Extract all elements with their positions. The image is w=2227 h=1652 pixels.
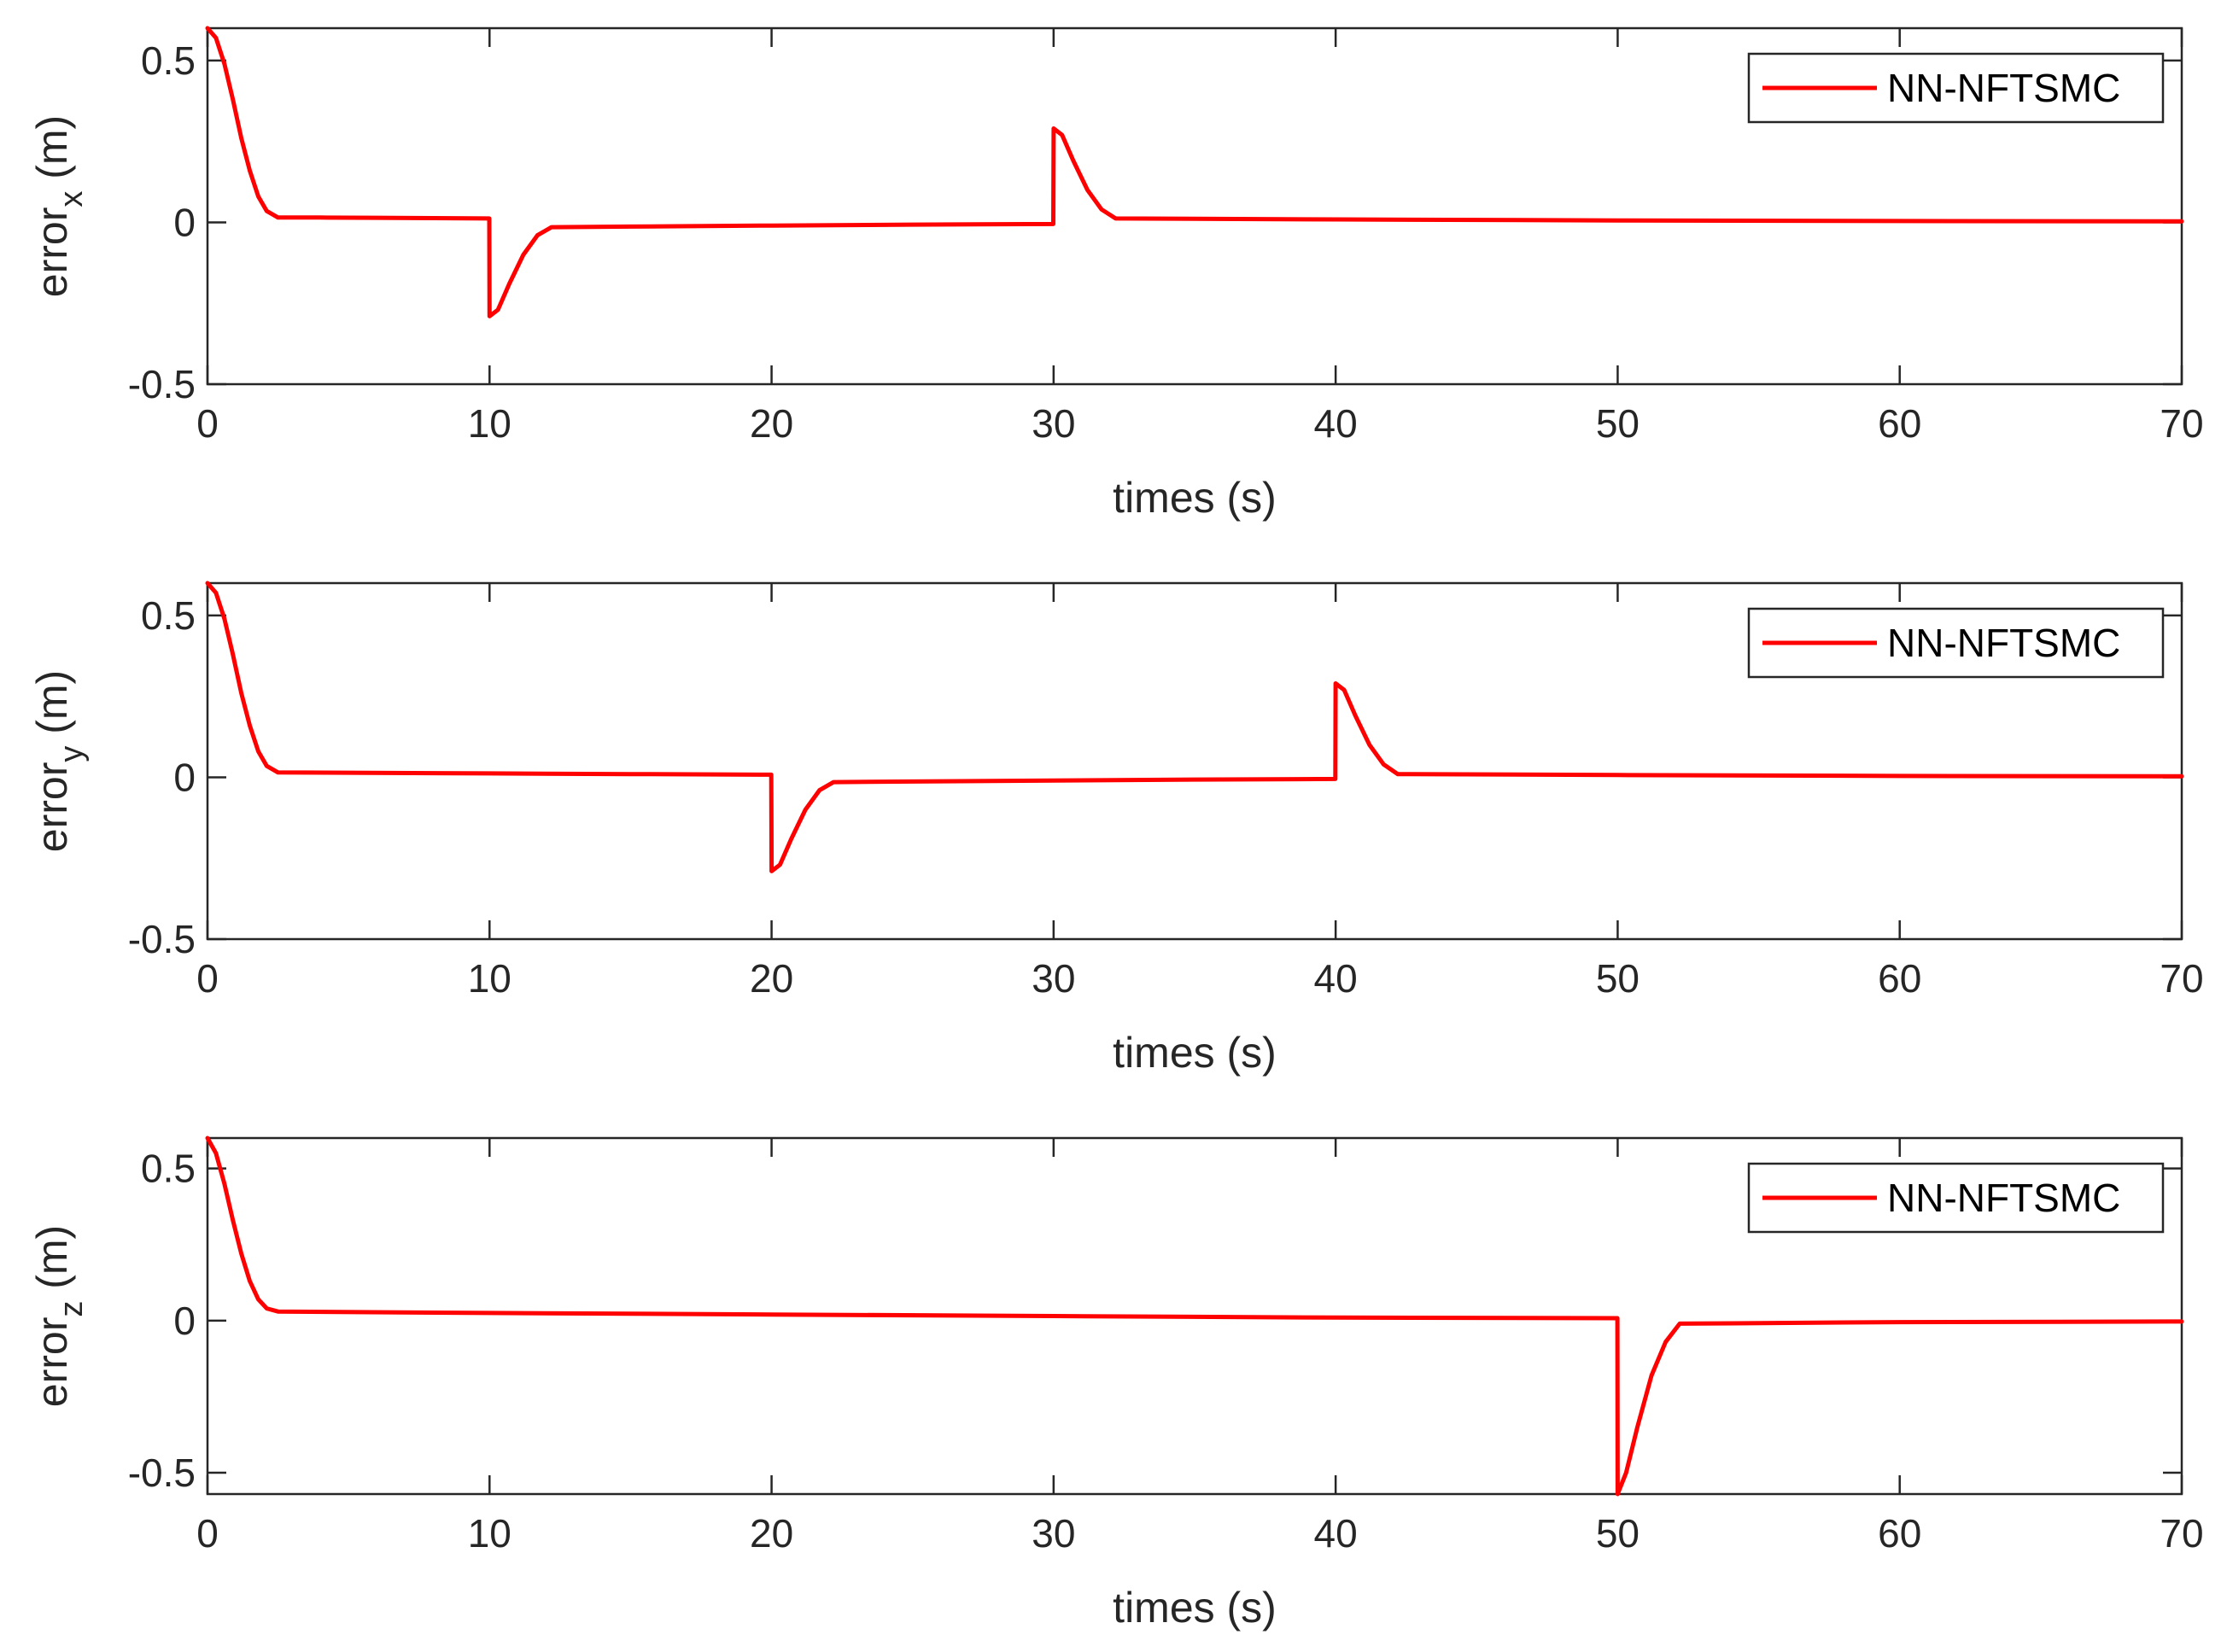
legend: NN-NFTSMC — [1747, 1162, 2165, 1234]
y-tick-label: 0 — [173, 755, 196, 799]
x-tick-label: 50 — [1596, 956, 1640, 1001]
x-axis-label: times (s) — [1113, 1584, 1277, 1632]
x-tick-label: 30 — [1032, 1511, 1075, 1556]
y-axis-label-unit: (m) — [28, 670, 76, 746]
y-axis-label: errory (m) — [28, 670, 90, 852]
legend: NN-NFTSMC — [1747, 52, 2165, 124]
y-axis-label: errorz (m) — [28, 1225, 90, 1407]
y-axis-label-unit: (m) — [28, 115, 76, 191]
x-tick-label: 70 — [2160, 401, 2203, 446]
y-tick-label: 0 — [173, 200, 196, 244]
y-axis-label-base: error — [28, 1317, 76, 1408]
x-tick-label: 70 — [2160, 956, 2203, 1001]
series-line-nn-nftsmc — [205, 581, 2184, 873]
x-tick-label: 10 — [468, 1511, 511, 1556]
y-axis-label-subscript: y — [54, 746, 90, 762]
y-tick-label: 0 — [173, 1299, 196, 1343]
legend-box — [1747, 52, 2165, 124]
y-tick-label: -0.5 — [128, 917, 196, 961]
x-tick-label: 10 — [468, 956, 511, 1001]
y-tick-label: 0.5 — [141, 38, 196, 83]
series-line-nn-nftsmc — [205, 1135, 2184, 1497]
x-tick-label: 20 — [750, 956, 793, 1001]
x-tick-label: 60 — [1878, 401, 1921, 446]
y-axis-label-subscript: z — [54, 1301, 90, 1317]
y-axis-label-subscript: x — [54, 191, 90, 207]
x-tick-label: 20 — [750, 401, 793, 446]
x-tick-label: 60 — [1878, 1511, 1921, 1556]
x-tick-label: 60 — [1878, 956, 1921, 1001]
x-tick-label: 0 — [196, 956, 219, 1001]
x-tick-label: 40 — [1314, 1511, 1358, 1556]
x-axis-label: times (s) — [1113, 474, 1277, 522]
y-tick-label: -0.5 — [128, 1451, 196, 1495]
y-axis-label: errorx (m) — [28, 115, 90, 297]
y-tick-label: 0.5 — [141, 1147, 196, 1191]
legend-label: NN-NFTSMC — [1887, 1176, 2120, 1220]
x-tick-label: 40 — [1314, 956, 1358, 1001]
x-tick-label: 0 — [196, 401, 219, 446]
legend-label: NN-NFTSMC — [1887, 66, 2120, 110]
series-line-nn-nftsmc — [205, 26, 2184, 318]
legend-label: NN-NFTSMC — [1887, 621, 2120, 665]
x-tick-label: 20 — [750, 1511, 793, 1556]
x-tick-label: 50 — [1596, 401, 1640, 446]
y-axis-label-base: error — [28, 762, 76, 853]
x-tick-label: 70 — [2160, 1511, 2203, 1556]
legend: NN-NFTSMC — [1747, 607, 2165, 679]
y-axis-label-unit: (m) — [28, 1225, 76, 1301]
y-tick-label: -0.5 — [128, 362, 196, 406]
y-axis-label-base: error — [28, 207, 76, 298]
x-tick-label: 10 — [468, 401, 511, 446]
y-tick-label: 0.5 — [141, 593, 196, 638]
x-tick-label: 30 — [1032, 401, 1075, 446]
x-axis-label: times (s) — [1113, 1029, 1277, 1077]
x-tick-label: 40 — [1314, 401, 1358, 446]
x-tick-label: 0 — [196, 1511, 219, 1556]
x-tick-label: 50 — [1596, 1511, 1640, 1556]
x-tick-label: 30 — [1032, 956, 1075, 1001]
